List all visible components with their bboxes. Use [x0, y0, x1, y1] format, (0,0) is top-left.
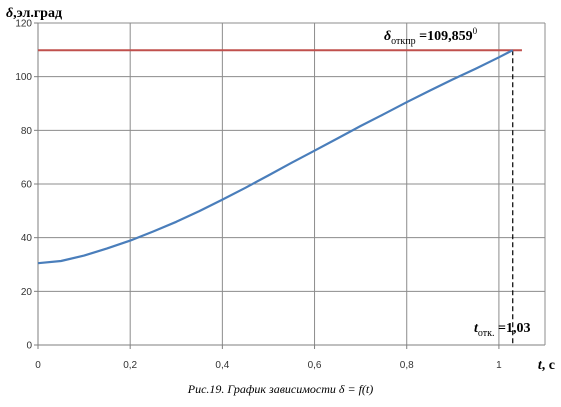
- y-tick-label: 60: [21, 180, 33, 191]
- series: [37, 49, 522, 345]
- x-tick-label: 0,8: [400, 360, 414, 371]
- axes: [34, 22, 546, 349]
- x-tick-label: 0,2: [123, 360, 137, 371]
- chart: 0 20 40 60 80 100 120 0 0,2 0,4 0,6 0,8 1 δ,эл.град …: [6, 6, 555, 373]
- x-tick-label: 0: [35, 360, 41, 371]
- x-axis-unit: , с: [542, 358, 555, 373]
- t-annot-symbol: t: [474, 321, 479, 336]
- x-axis-label: t, с: [538, 358, 555, 373]
- delta-annot-value: =109,859: [416, 29, 473, 44]
- x-tick-label: 1: [496, 360, 502, 371]
- delta-limit-annotation: δоткпр =109,8590: [384, 26, 478, 47]
- t-annot-value: =1,03: [495, 321, 531, 336]
- annotations: δ,эл.град t, с δоткпр =109,8590 tотк. =1…: [6, 6, 555, 373]
- y-axis-symbol: δ: [6, 6, 13, 21]
- y-tick-label: 120: [15, 19, 32, 30]
- x-axis-symbol: t: [538, 358, 543, 373]
- y-tick-label: 100: [15, 72, 32, 83]
- y-tick-label: 0: [26, 341, 32, 352]
- y-axis-label: δ,эл.град: [6, 6, 62, 21]
- delta-annot-superscript: 0: [473, 26, 478, 36]
- x-tick-label: 0,4: [215, 360, 229, 371]
- y-tick-label: 80: [21, 126, 33, 137]
- figure-caption: Рис.19. График зависимости δ = f(t): [187, 382, 374, 396]
- series-line: [37, 49, 514, 265]
- t-annotation: tотк. =1,03: [474, 321, 530, 339]
- delta-annot-symbol: δ: [384, 29, 391, 44]
- y-tick-label: 20: [21, 287, 33, 298]
- y-tick-label: 40: [21, 233, 33, 244]
- t-annot-subscript: отк.: [478, 328, 495, 339]
- x-tick-label: 0,6: [308, 360, 322, 371]
- tick-labels: 0 20 40 60 80 100 120 0 0,2 0,4 0,6 0,8 1: [15, 19, 502, 372]
- y-axis-unit: ,эл.град: [13, 6, 62, 21]
- delta-annot-subscript: откпр: [391, 36, 415, 47]
